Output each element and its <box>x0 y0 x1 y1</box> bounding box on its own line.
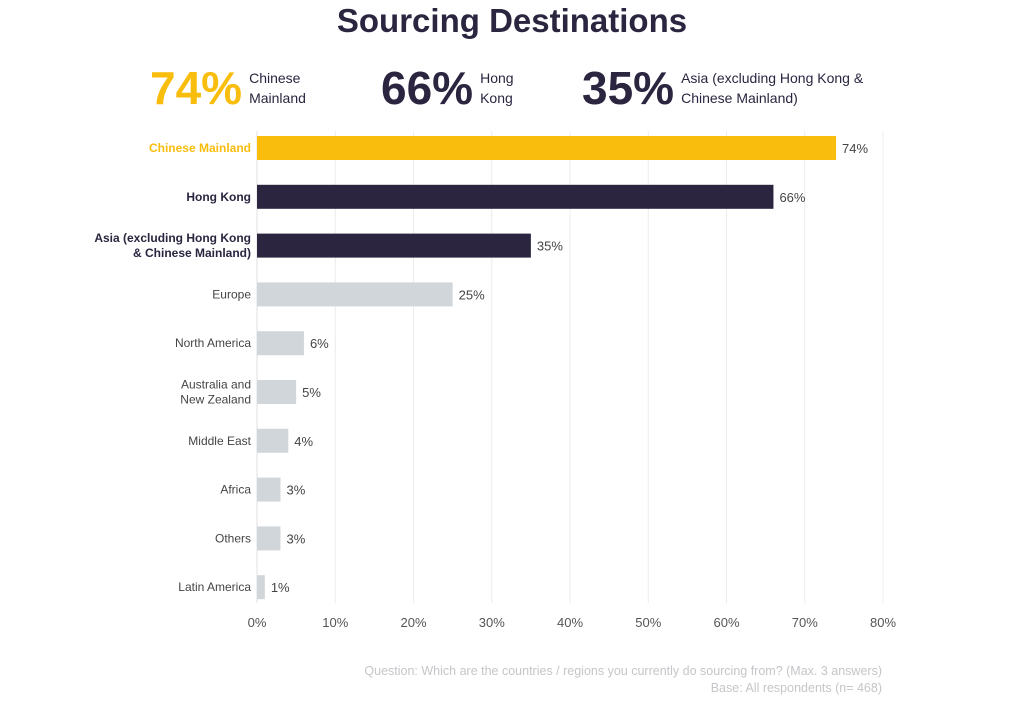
value-label: 74% <box>842 141 868 156</box>
value-label: 4% <box>294 434 313 449</box>
bar-1 <box>257 136 837 160</box>
bar-7 <box>257 428 289 453</box>
value-label: 66% <box>779 190 805 205</box>
bar-9 <box>257 526 281 551</box>
category-label: Australia and New Zealand <box>180 378 251 407</box>
x-tick-label: 80% <box>870 615 896 630</box>
category-label: Africa <box>220 483 251 497</box>
x-tick-label: 50% <box>635 615 661 630</box>
category-label: Chinese Mainland <box>149 141 251 155</box>
x-tick-label: 10% <box>322 615 348 630</box>
highlight-hong-kong: 66% Hong Kong <box>381 62 514 114</box>
bar-3 <box>257 233 531 258</box>
highlight-label: Asia (excluding Hong Kong & Chinese Mainl… <box>681 70 864 106</box>
value-label: 6% <box>310 336 329 351</box>
category-label: Hong Kong <box>186 190 251 204</box>
bar-10 <box>257 575 265 600</box>
bar-6 <box>257 380 297 404</box>
highlight-value: 74% <box>150 62 243 114</box>
category-label: Middle East <box>188 434 251 448</box>
highlight-label: Hong Kong <box>480 70 514 106</box>
highlight-asia: 35% Asia (excluding Hong Kong & Chinese M… <box>582 62 863 114</box>
value-label: 5% <box>302 385 321 400</box>
x-tick-label: 0% <box>248 615 267 630</box>
bar-chart: 74% Chinese Mainland 66% Hong Kong 35% Asia (… <box>94 131 896 630</box>
value-label: 25% <box>459 287 485 302</box>
category-label: Asia (excluding Hong Kong & Chinese Mainl… <box>94 231 251 260</box>
x-tick-label: 30% <box>479 615 505 630</box>
footnote-base: Base: All respondents (n= 468) <box>710 681 882 695</box>
bar-8 <box>257 477 281 502</box>
category-label: Others <box>215 531 251 545</box>
highlight-value: 66% <box>381 62 474 114</box>
chart-title: Sourcing Destinations <box>336 2 688 39</box>
value-label: 3% <box>286 531 305 546</box>
bar-4 <box>257 282 453 307</box>
value-label: 3% <box>286 483 305 498</box>
footnote-question: Question: Which are the countries / regi… <box>364 664 882 678</box>
highlight-value: 35% <box>582 62 675 114</box>
x-tick-label: 60% <box>713 615 739 630</box>
category-label: Latin America <box>178 580 251 594</box>
highlight-label: Chinese Mainland <box>249 70 306 106</box>
x-tick-label: 70% <box>792 615 818 630</box>
category-label: North America <box>175 336 251 350</box>
x-tick-label: 20% <box>400 615 426 630</box>
x-tick-label: 40% <box>557 615 583 630</box>
highlight-chinese-mainland: 74% Chinese Mainland <box>150 62 306 114</box>
value-label: 1% <box>271 580 290 595</box>
category-label: Europe <box>212 287 251 301</box>
bar-2 <box>257 184 774 209</box>
value-label: 35% <box>537 239 563 254</box>
footnote: Question: Which are the countries / regi… <box>364 663 882 697</box>
bar-5 <box>257 331 304 356</box>
